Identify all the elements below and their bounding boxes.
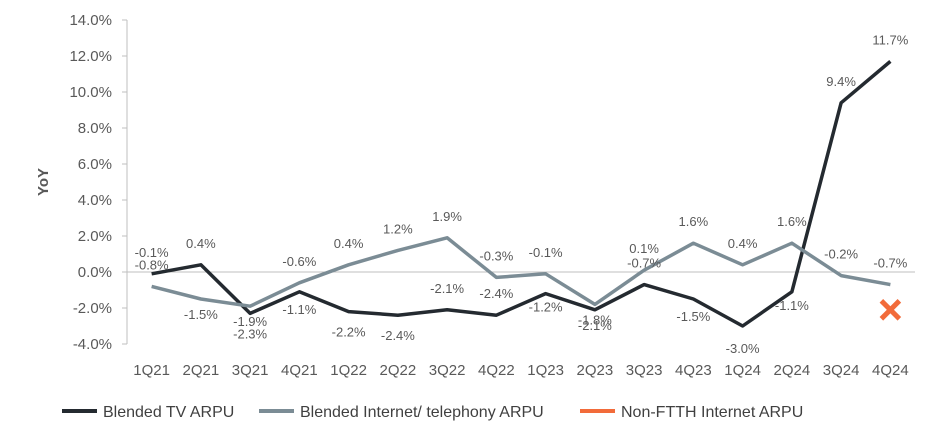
data-label: 0.4% bbox=[334, 236, 364, 251]
y-tick-label: 2.0% bbox=[78, 228, 112, 245]
x-tick-label: 3Q21 bbox=[232, 362, 269, 379]
y-axis-title: YoY bbox=[35, 168, 52, 196]
data-label: -0.7% bbox=[627, 256, 661, 271]
data-label: 0.1% bbox=[629, 241, 659, 256]
series-line bbox=[151, 60, 892, 328]
x-tick-label: 4Q22 bbox=[478, 362, 515, 379]
data-label: 1.2% bbox=[383, 221, 413, 236]
legend-item: Blended TV ARPU bbox=[62, 404, 234, 421]
x-tick-label: 2Q23 bbox=[577, 362, 614, 379]
data-label: -2.1% bbox=[578, 318, 612, 333]
data-label: -1.5% bbox=[184, 307, 218, 322]
data-label: -1.2% bbox=[529, 300, 563, 315]
x-tick-label: 2Q21 bbox=[183, 362, 220, 379]
data-label: -3.0% bbox=[726, 341, 760, 356]
legend-item: Blended Internet/ telephony ARPU bbox=[259, 404, 544, 421]
y-tick-label: 0.0% bbox=[78, 264, 112, 281]
legend-item: Non-FTTH Internet ARPU bbox=[580, 404, 803, 421]
legend: Blended TV ARPU Blended Internet/ telepho… bbox=[62, 404, 803, 421]
x-tick-label: 4Q23 bbox=[675, 362, 712, 379]
data-label: -0.1% bbox=[529, 245, 563, 260]
data-label: 9.4% bbox=[826, 74, 856, 89]
series-lines bbox=[151, 60, 902, 328]
y-tick-label: 6.0% bbox=[78, 156, 112, 173]
data-label: 1.6% bbox=[679, 214, 709, 229]
x-tick-label: 1Q23 bbox=[527, 362, 564, 379]
data-label: -2.1% bbox=[430, 281, 464, 296]
x-tick-label: 1Q24 bbox=[724, 362, 761, 379]
y-tick-label: -2.0% bbox=[73, 300, 112, 317]
x-tick-label: 4Q24 bbox=[872, 362, 909, 379]
y-tick-label: 8.0% bbox=[78, 120, 112, 137]
data-label: -0.2% bbox=[824, 247, 858, 262]
y-tick-label: 10.0% bbox=[69, 84, 112, 101]
x-tick-label: 3Q22 bbox=[429, 362, 466, 379]
data-label: -2.3% bbox=[233, 326, 267, 341]
x-tick-label: 3Q24 bbox=[823, 362, 860, 379]
data-label: 0.4% bbox=[728, 236, 758, 251]
data-label: 1.9% bbox=[432, 209, 462, 224]
y-tick-label: 12.0% bbox=[69, 48, 112, 65]
x-tick-label: 1Q21 bbox=[133, 362, 170, 379]
legend-label: Non-FTTH Internet ARPU bbox=[621, 404, 803, 421]
y-tick-label: 4.0% bbox=[78, 192, 112, 209]
data-label: -1.1% bbox=[282, 302, 316, 317]
data-label: -0.8% bbox=[135, 257, 169, 272]
legend-label: Blended TV ARPU bbox=[103, 404, 234, 421]
y-tick-label: -4.0% bbox=[73, 336, 112, 353]
y-axis: -4.0% -2.0% 0.0% 2.0% 4.0% 6.0% 8.0% 10.0% 12.0%… bbox=[69, 12, 128, 353]
x-tick-label: 2Q22 bbox=[380, 362, 417, 379]
legend-label: Blended Internet/ telephony ARPU bbox=[300, 404, 544, 421]
data-label: 11.7% bbox=[872, 32, 908, 47]
data-label: -0.3% bbox=[479, 248, 513, 263]
data-label: -2.4% bbox=[479, 286, 513, 301]
cross-marker-icon bbox=[879, 299, 902, 321]
y-tick-label: 14.0% bbox=[69, 12, 112, 29]
data-label: -1.1% bbox=[775, 298, 809, 313]
x-tick-label: 3Q23 bbox=[626, 362, 663, 379]
data-label: 1.6% bbox=[777, 214, 807, 229]
x-tick-label: 1Q22 bbox=[330, 362, 367, 379]
x-axis: 1Q21 2Q21 3Q21 4Q21 1Q22 2Q22 3Q22 4Q22 1Q23 2Q23… bbox=[127, 271, 915, 379]
data-label: -0.7% bbox=[873, 256, 907, 271]
x-tick-label: 2Q24 bbox=[774, 362, 811, 379]
data-label: -0.1% bbox=[135, 245, 169, 260]
data-label: -0.6% bbox=[282, 254, 316, 269]
data-label: -1.5% bbox=[676, 309, 710, 324]
data-label: 0.4% bbox=[186, 236, 216, 251]
data-label: -1.8% bbox=[578, 312, 612, 327]
data-label: -1.9% bbox=[233, 314, 267, 329]
x-tick-label: 4Q21 bbox=[281, 362, 318, 379]
data-labels: -0.1%0.4%-2.3%-1.1%-2.2% -2.4%-2.1% -2.4%-… bbox=[135, 32, 909, 356]
data-label: -2.2% bbox=[332, 325, 366, 340]
data-label: -2.4% bbox=[381, 328, 415, 343]
series-line bbox=[151, 236, 891, 308]
